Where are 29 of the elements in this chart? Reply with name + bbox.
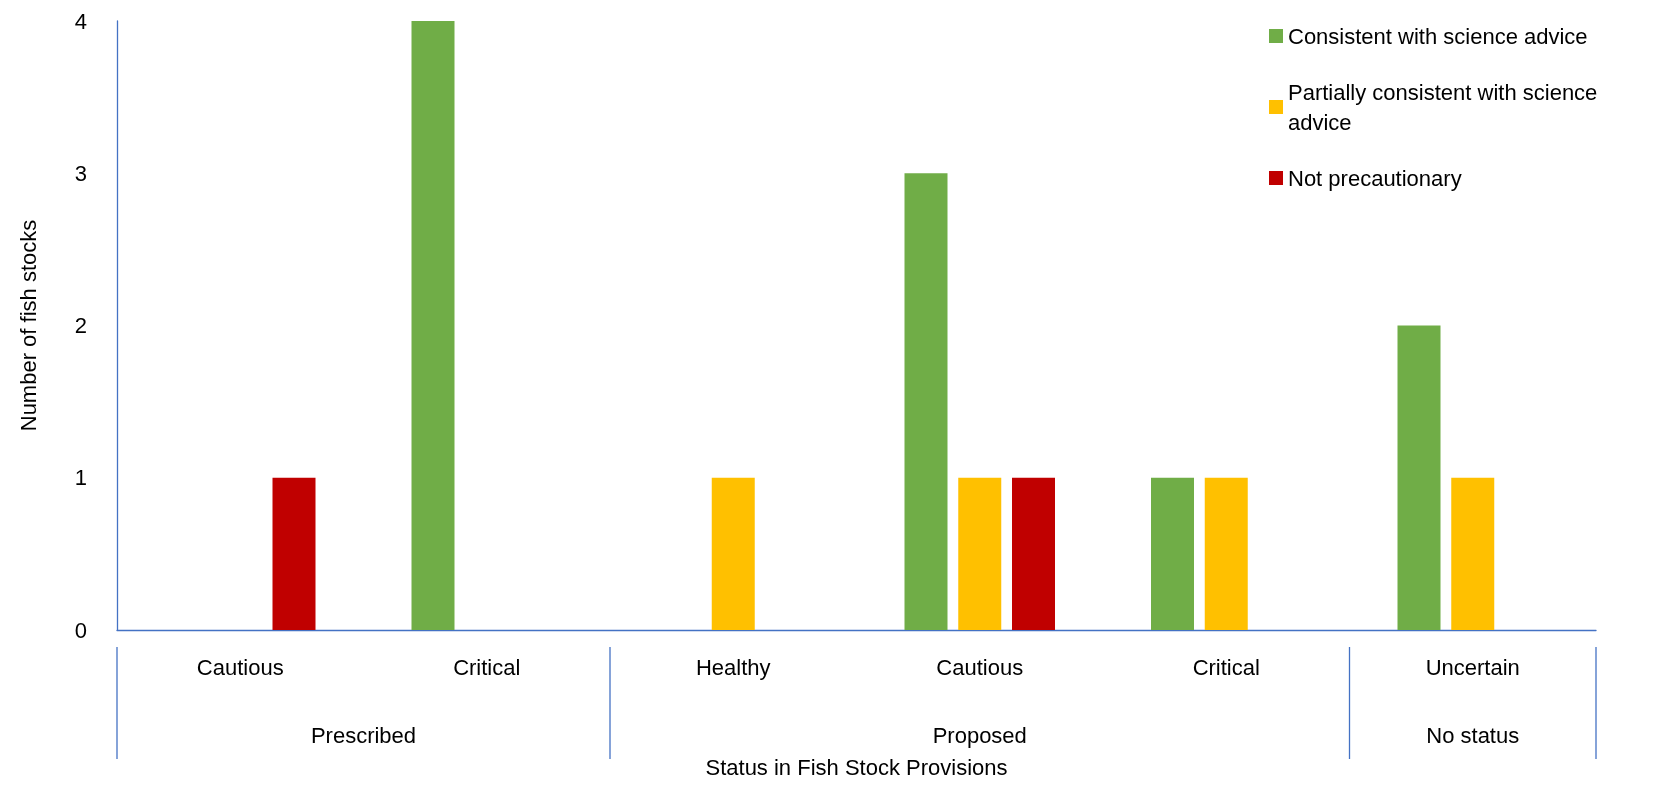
legend-label: Consistent with science advice	[1288, 23, 1588, 49]
bar	[711, 477, 755, 630]
y-tick-label: 1	[74, 465, 87, 491]
x-tick-label: Uncertain	[1425, 654, 1520, 680]
y-tick-label: 2	[74, 313, 87, 338]
bar	[904, 173, 948, 630]
bar	[411, 21, 455, 630]
x-tick-label: Healthy	[695, 654, 771, 680]
bar	[958, 477, 1002, 630]
bar	[1397, 325, 1441, 630]
legend-label: Not precautionary	[1288, 165, 1462, 191]
y-tick-label: 0	[74, 617, 87, 643]
bar	[1012, 477, 1055, 630]
x-tick-label: Cautious	[196, 654, 284, 680]
text: Prescribed	[310, 722, 417, 748]
bar	[1451, 477, 1495, 630]
y-tick-label: 3	[74, 160, 87, 186]
text: No status	[1426, 722, 1520, 748]
text: Proposed	[932, 722, 1027, 748]
bar	[1204, 477, 1248, 630]
x-axis-title: Status in Fish Stock Provisions	[705, 754, 1008, 780]
x-tick-label: Critical	[453, 654, 521, 680]
y-axis-title: Number of fish stocks	[15, 219, 41, 432]
bar	[272, 477, 316, 630]
x-tick-label: Critical	[1192, 654, 1260, 680]
bar	[1151, 477, 1194, 630]
y-tick-label: 4	[74, 8, 87, 34]
legend-label: Partially consistent with science advice	[1288, 79, 1604, 135]
x-tick-label: Cautious	[936, 654, 1024, 680]
